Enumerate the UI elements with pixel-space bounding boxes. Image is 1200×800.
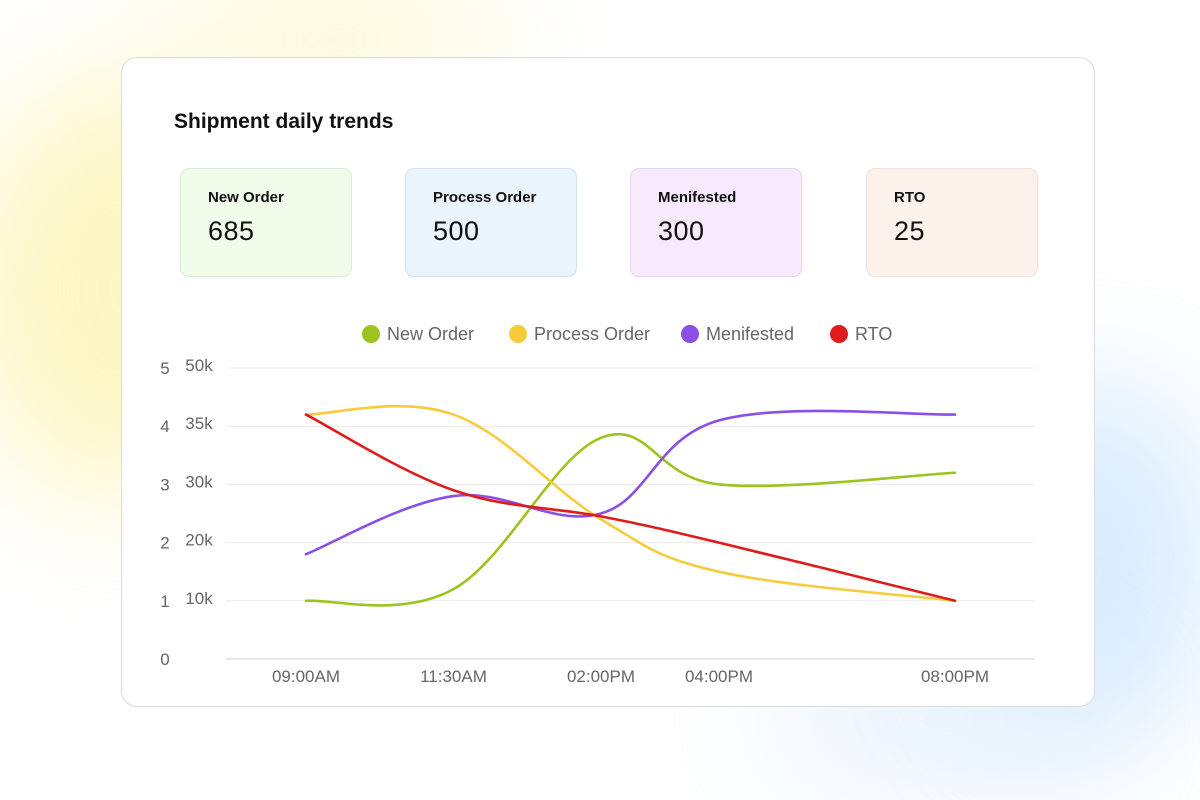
stat-value: 685 bbox=[208, 216, 255, 246]
x-tick-label: 09:00AM bbox=[272, 667, 340, 686]
stat-value: 500 bbox=[433, 216, 480, 246]
stat-card-menifested[interactable]: Menifested 300 bbox=[630, 168, 802, 277]
legend-label: RTO bbox=[855, 324, 892, 344]
stat-label: Menifested bbox=[658, 189, 737, 206]
legend-marker bbox=[509, 325, 527, 343]
legend-marker bbox=[681, 325, 699, 343]
card-title: Shipment daily trends bbox=[174, 110, 394, 133]
stat-label: New Order bbox=[208, 189, 284, 206]
legend-label: Process Order bbox=[534, 324, 650, 344]
legend-marker bbox=[362, 325, 380, 343]
stat-value: 300 bbox=[658, 216, 705, 246]
legend-item-process-order[interactable]: Process Order bbox=[509, 324, 650, 344]
x-tick-label: 04:00PM bbox=[685, 667, 753, 686]
y-tick-label-left: 1 bbox=[160, 592, 169, 611]
y-tick-label-left: 3 bbox=[160, 475, 169, 494]
y-tick-label-left: 0 bbox=[160, 650, 169, 669]
y-tick-label-right: 20k bbox=[185, 531, 213, 550]
x-tick-label: 11:30AM bbox=[420, 667, 487, 686]
y-axis: 0 1 10k 2 20k 3 30k 4 35k 5 50k bbox=[160, 356, 213, 669]
legend-marker bbox=[830, 325, 848, 343]
stat-label: RTO bbox=[894, 189, 926, 206]
legend-label: Menifested bbox=[706, 324, 794, 344]
chart-legend: New Order Process Order Menifested RTO bbox=[362, 324, 892, 344]
y-tick-label-left: 2 bbox=[160, 534, 169, 553]
stat-card-process-order[interactable]: Process Order 500 bbox=[405, 168, 577, 277]
series-line-menifested[interactable] bbox=[304, 409, 957, 556]
series-line-new-order[interactable] bbox=[304, 432, 957, 607]
line-chart: New Order Process Order Menifested RTO 0 1 10… bbox=[160, 324, 1035, 686]
series-line-process-order[interactable] bbox=[304, 404, 957, 603]
y-tick-label-right: 50k bbox=[185, 356, 213, 375]
y-tick-label-left: 5 bbox=[160, 359, 169, 378]
series-line-rto[interactable] bbox=[304, 413, 957, 603]
y-tick-label-right: 30k bbox=[185, 472, 213, 491]
x-axis: 09:00AM 11:30AM 02:00PM 04:00PM 08:00PM bbox=[272, 667, 989, 686]
y-tick-label-right: 10k bbox=[185, 589, 213, 608]
stat-value: 25 bbox=[894, 216, 926, 246]
y-tick-label-left: 4 bbox=[160, 417, 169, 436]
stat-label: Process Order bbox=[433, 189, 537, 206]
chart-series bbox=[304, 404, 957, 607]
chart-grid bbox=[226, 367, 1035, 660]
legend-item-menifested[interactable]: Menifested bbox=[681, 324, 794, 344]
x-tick-label: 08:00PM bbox=[921, 667, 989, 686]
legend-label: New Order bbox=[387, 324, 474, 344]
stat-card-rto[interactable]: RTO 25 bbox=[866, 168, 1038, 277]
stat-card-new-order[interactable]: New Order 685 bbox=[180, 168, 352, 277]
legend-item-rto[interactable]: RTO bbox=[830, 324, 892, 344]
legend-item-new-order[interactable]: New Order bbox=[362, 324, 474, 344]
x-tick-label: 02:00PM bbox=[567, 667, 635, 686]
y-tick-label-right: 35k bbox=[185, 414, 213, 433]
